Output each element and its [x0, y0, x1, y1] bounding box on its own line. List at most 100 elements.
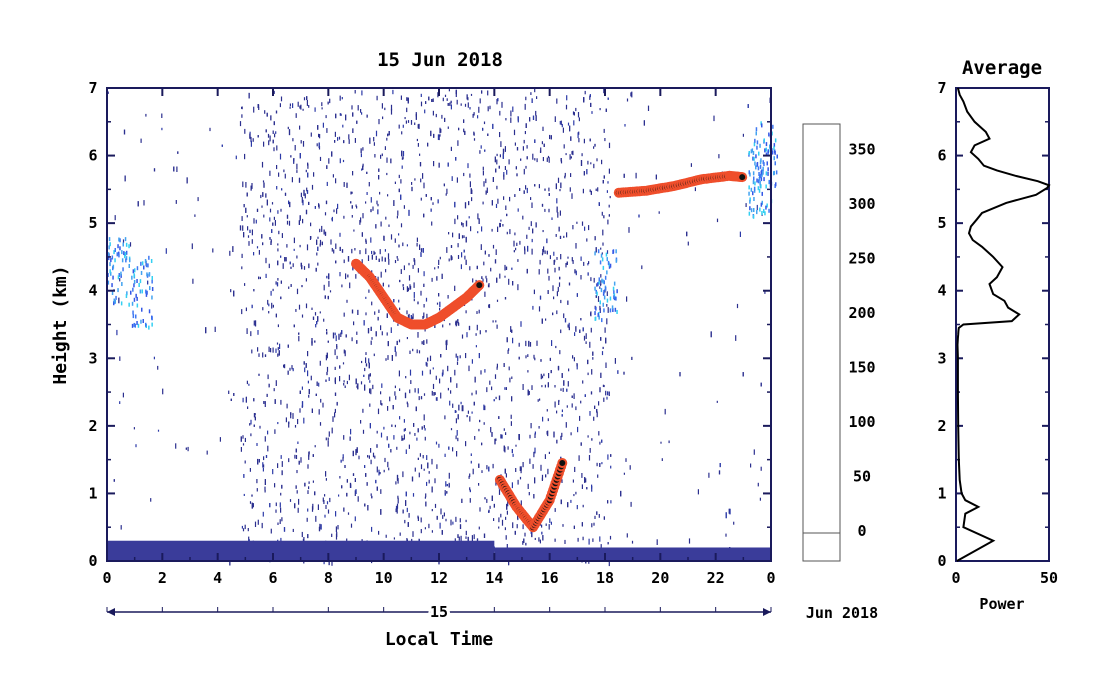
heatmap-cell	[400, 95, 402, 100]
heatmap-cell	[306, 190, 309, 194]
heatmap-cell	[342, 362, 345, 365]
heatmap-cell	[526, 187, 528, 194]
heatmap-cell	[566, 95, 568, 101]
heatmap-cell	[635, 172, 637, 179]
heatmap-cell	[572, 355, 574, 359]
heatmap-cell	[456, 99, 458, 105]
heatmap-cell	[455, 516, 457, 522]
heatmap-cell	[351, 205, 353, 209]
heatmap-cell	[388, 224, 390, 227]
heatmap-cell	[301, 265, 303, 270]
heatmap-cell	[551, 217, 553, 220]
heatmap-cell	[601, 257, 604, 262]
heatmap-cell	[606, 190, 608, 193]
heatmap-cell	[319, 156, 322, 161]
heatmap-cell	[253, 289, 255, 292]
heatmap-cell	[601, 252, 603, 255]
heatmap-cell	[601, 278, 603, 283]
heatmap-cell	[420, 464, 423, 470]
x-tick-label: 6	[268, 569, 277, 587]
heatmap-cell	[455, 418, 457, 424]
heatmap-cell	[317, 262, 319, 266]
heatmap-cell	[412, 348, 414, 352]
heatmap-cell	[209, 127, 211, 132]
heatmap-cell	[575, 107, 577, 112]
heatmap-cell	[525, 542, 527, 546]
heatmap-cell	[247, 226, 249, 231]
heatmap-cell	[596, 158, 598, 162]
heatmap-cell	[325, 200, 328, 205]
colorbar-tick-label: 200	[848, 304, 875, 322]
heatmap-cell	[442, 324, 444, 328]
heatmap-cell	[524, 103, 526, 110]
heatmap-cell	[593, 146, 595, 149]
heatmap-cell	[306, 187, 308, 192]
heatmap-cell	[417, 332, 419, 338]
date-axis-right-arrow	[763, 608, 771, 616]
heatmap-cell	[464, 255, 466, 260]
heatmap-cell	[439, 522, 441, 529]
heatmap-cell	[398, 370, 400, 377]
heatmap-cell	[579, 415, 581, 421]
heatmap-cell	[468, 365, 470, 372]
heatmap-cell	[267, 374, 269, 380]
heatmap-cell	[266, 393, 268, 397]
heatmap-cell	[488, 283, 490, 288]
heatmap-cell	[753, 142, 756, 147]
heatmap-cell	[566, 388, 568, 392]
heatmap-cell	[418, 472, 420, 478]
heatmap-cell	[620, 490, 622, 497]
heatmap-cell	[495, 249, 497, 255]
heatmap-panel: 15 Jun 2018 0 2 4 6 8 10 12 14 16 18 20 22 0 0123456…	[50, 49, 878, 650]
heatmap-cell	[515, 444, 517, 447]
heatmap-cell	[402, 124, 404, 128]
heatmap-cell	[391, 424, 393, 427]
heatmap-cell	[283, 527, 286, 532]
heatmap-cell	[772, 124, 774, 129]
heatmap-cell	[538, 537, 540, 542]
heatmap-cell	[426, 339, 428, 344]
heatmap-cell	[538, 306, 541, 312]
heatmap-cell	[301, 196, 303, 203]
heatmap-cell	[371, 495, 373, 499]
heatmap-cell	[504, 264, 506, 271]
heatmap-cell	[303, 266, 306, 270]
heatmap-cell	[574, 466, 576, 472]
heatmap-cell	[495, 396, 497, 400]
heatmap-cell	[308, 486, 310, 490]
heatmap-cell	[294, 145, 296, 151]
heatmap-cell	[763, 177, 765, 182]
heatmap-cell	[576, 363, 578, 367]
heatmap-cell	[580, 256, 582, 261]
heatmap-cell	[464, 103, 467, 107]
heatmap-cell	[446, 98, 448, 101]
heatmap-cell	[607, 307, 609, 313]
heatmap-cell	[387, 461, 389, 468]
heatmap-cell	[275, 281, 277, 285]
heatmap-cell	[335, 178, 337, 184]
heatmap-cell	[150, 498, 152, 502]
heatmap-cell	[760, 382, 762, 387]
heatmap-cell	[269, 217, 271, 222]
heatmap-cell	[546, 250, 548, 255]
heatmap-cell	[299, 215, 301, 221]
heatmap-cell	[361, 168, 363, 171]
heatmap-cell	[339, 158, 341, 164]
heatmap-cell	[397, 323, 399, 326]
heatmap-cell	[109, 269, 111, 274]
heatmap-cell	[385, 269, 387, 273]
heatmap-cell	[513, 129, 516, 136]
heatmap-cell	[325, 115, 327, 119]
heatmap-cell	[374, 311, 376, 315]
heatmap-cell	[445, 193, 447, 196]
heatmap-cell	[468, 201, 470, 206]
heatmap-cell	[264, 490, 266, 493]
heatmap-cell	[301, 531, 303, 538]
heatmap-cell	[540, 373, 542, 380]
heatmap-cell	[606, 304, 608, 307]
heatmap-cell	[394, 346, 396, 352]
heatmap-cell	[568, 368, 570, 372]
heatmap-cell	[148, 325, 150, 330]
